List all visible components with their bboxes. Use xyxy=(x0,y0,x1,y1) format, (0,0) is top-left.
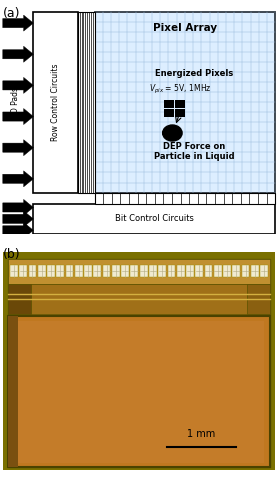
Bar xyxy=(168,265,175,277)
Text: I/O Pads: I/O Pads xyxy=(11,87,20,118)
Bar xyxy=(95,11,275,193)
Bar xyxy=(103,265,110,277)
Bar xyxy=(214,265,222,277)
Bar xyxy=(223,265,231,277)
Bar xyxy=(19,265,27,277)
Text: Bit Control Circuits: Bit Control Circuits xyxy=(115,215,194,223)
Text: $V_{pix}$ = 5V, 1MHz: $V_{pix}$ = 5V, 1MHz xyxy=(149,83,212,96)
Polygon shape xyxy=(3,199,33,216)
Polygon shape xyxy=(3,46,33,62)
Bar xyxy=(8,284,270,314)
Bar xyxy=(247,284,270,314)
Polygon shape xyxy=(3,78,33,93)
Text: (a): (a) xyxy=(3,7,20,20)
Bar xyxy=(33,11,78,193)
Bar xyxy=(121,265,129,277)
Bar xyxy=(251,265,259,277)
Bar xyxy=(186,265,194,277)
Bar xyxy=(8,316,270,468)
Polygon shape xyxy=(3,171,33,187)
Bar xyxy=(95,193,275,204)
Bar xyxy=(78,11,95,193)
Bar xyxy=(93,265,101,277)
Text: (b): (b) xyxy=(3,248,20,261)
Polygon shape xyxy=(3,140,33,156)
Bar xyxy=(33,204,275,234)
Bar xyxy=(175,109,185,117)
Bar xyxy=(56,265,64,277)
Bar xyxy=(38,265,46,277)
Bar xyxy=(29,265,36,277)
Bar xyxy=(177,265,185,277)
Bar xyxy=(164,100,174,108)
Bar xyxy=(242,265,249,277)
Text: DEP Force on
Particle in Liquid: DEP Force on Particle in Liquid xyxy=(154,142,235,161)
Ellipse shape xyxy=(163,125,182,141)
Text: Row Control Circuits: Row Control Circuits xyxy=(51,63,60,141)
Polygon shape xyxy=(3,109,33,125)
Bar xyxy=(10,265,18,277)
Bar xyxy=(75,265,83,277)
Text: 1 mm: 1 mm xyxy=(187,429,216,439)
Bar xyxy=(164,109,174,117)
Bar xyxy=(8,259,270,284)
Bar xyxy=(205,265,212,277)
Bar xyxy=(112,265,120,277)
Bar xyxy=(130,265,138,277)
Bar xyxy=(149,265,157,277)
Text: Energized Pixels: Energized Pixels xyxy=(155,69,234,78)
Polygon shape xyxy=(3,211,33,227)
Bar xyxy=(140,265,148,277)
Bar xyxy=(84,265,92,277)
Bar xyxy=(232,265,240,277)
Bar xyxy=(260,265,268,277)
Text: Pixel Array: Pixel Array xyxy=(153,23,217,33)
Bar xyxy=(47,265,55,277)
Polygon shape xyxy=(3,222,33,239)
Bar xyxy=(66,265,73,277)
Bar xyxy=(195,265,203,277)
Bar xyxy=(14,321,264,463)
Bar xyxy=(8,284,31,314)
Polygon shape xyxy=(3,15,33,31)
Bar xyxy=(175,100,185,108)
Bar xyxy=(8,316,18,468)
Bar xyxy=(158,265,166,277)
